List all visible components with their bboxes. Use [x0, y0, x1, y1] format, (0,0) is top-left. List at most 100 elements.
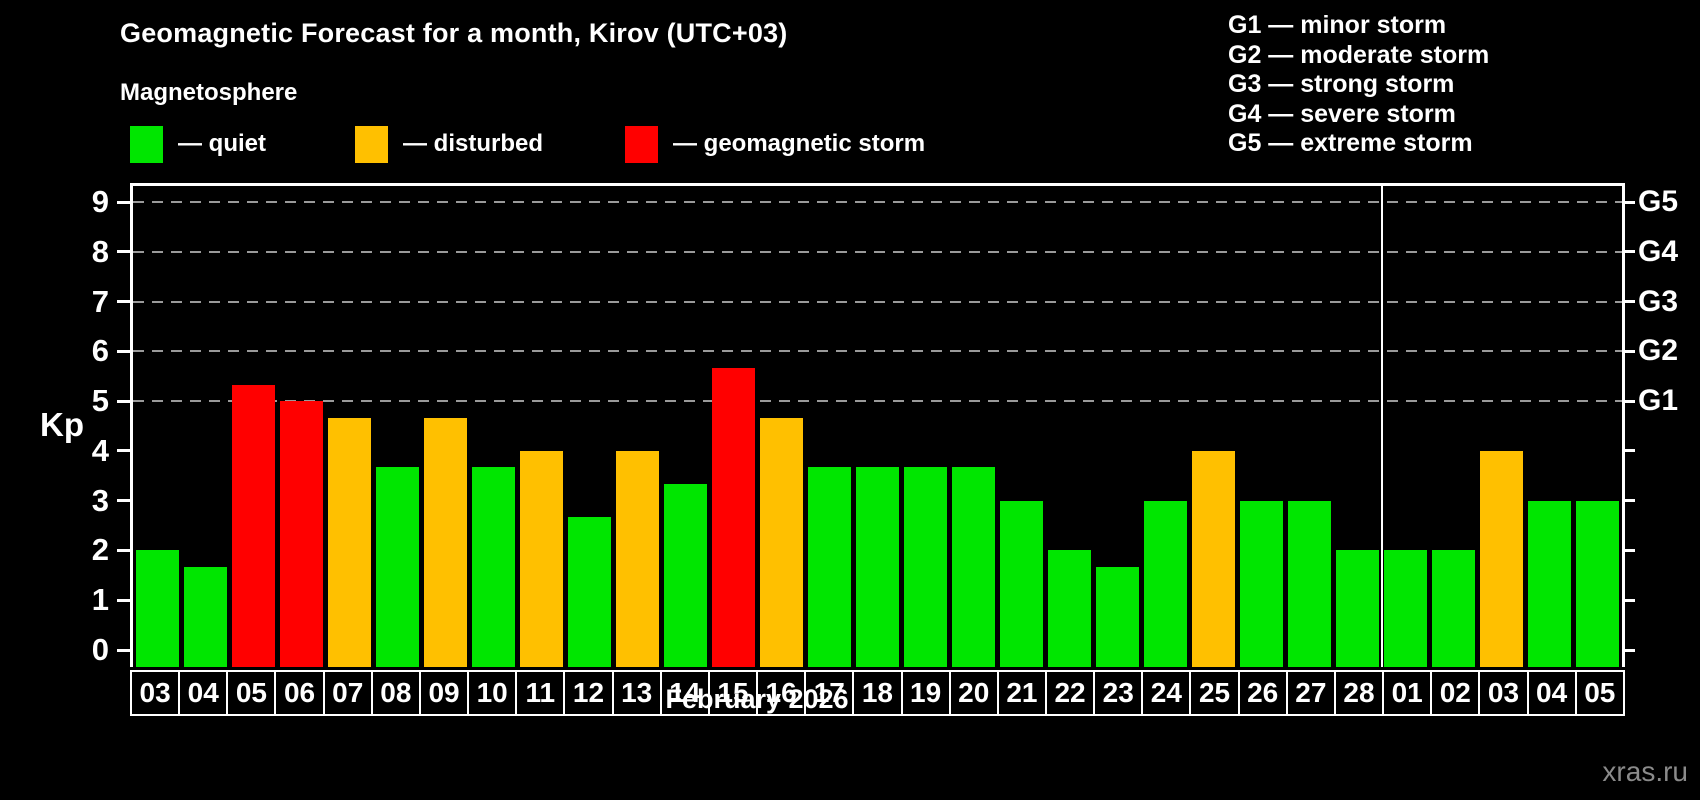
y-tick-label-9: 9 — [91, 184, 109, 219]
kp-bar-mar-05 — [1576, 500, 1620, 667]
y-tick-label-2: 2 — [91, 532, 109, 568]
day-label-feb-09: 09 — [418, 670, 470, 716]
day-label-feb-23: 23 — [1093, 670, 1144, 716]
y-tick-7 — [117, 300, 130, 304]
kp-bar-feb-04 — [183, 566, 227, 667]
day-label-mar-02: 02 — [1430, 670, 1481, 716]
day-label-mar-03: 03 — [1478, 670, 1529, 716]
watermark: xras.ru — [1602, 756, 1688, 787]
day-label-feb-19: 19 — [900, 670, 951, 716]
page-title: Geomagnetic Forecast for a month, Kirov … — [120, 18, 788, 48]
day-label-feb-03: 03 — [130, 670, 181, 716]
kp-bar-feb-10 — [471, 467, 515, 667]
g5-legend-line: G5 — extreme storm — [1228, 129, 1473, 157]
g-scale-label-g3: G3 — [1638, 284, 1679, 318]
kp-bar-feb-22 — [1048, 550, 1092, 667]
day-label-feb-10: 10 — [467, 670, 518, 716]
right-tick-4 — [1622, 449, 1635, 453]
g-scale-label-g2: G2 — [1638, 334, 1679, 368]
g-scale-label-g4: G4 — [1638, 234, 1679, 268]
month-separator — [1380, 186, 1383, 667]
storm-color-swatch — [625, 125, 658, 163]
quiet-color-swatch — [130, 125, 163, 163]
day-label-feb-13: 13 — [611, 670, 662, 716]
y-tick-6 — [117, 349, 130, 353]
right-tick-7 — [1622, 300, 1635, 304]
day-label-feb-25: 25 — [1189, 670, 1240, 716]
right-tick-9 — [1622, 200, 1635, 204]
g3-legend-line: G3 — strong storm — [1228, 70, 1455, 98]
day-label-feb-28: 28 — [1333, 670, 1385, 716]
day-label-feb-24: 24 — [1141, 670, 1192, 716]
y-tick-label-4: 4 — [91, 432, 109, 468]
kp-bar-feb-23 — [1096, 566, 1140, 667]
y-tick-label-7: 7 — [91, 283, 109, 319]
day-label-feb-16: 16 — [756, 670, 807, 716]
kp-bar-feb-18 — [855, 467, 899, 667]
y-tick-label-1: 1 — [91, 582, 109, 618]
kp-bar-feb-07 — [327, 417, 371, 667]
legend-item-quiet: — quiet — [130, 124, 266, 164]
y-tick-9 — [117, 200, 130, 204]
kp-bar-feb-12 — [567, 517, 611, 667]
kp-bar-feb-24 — [1144, 500, 1188, 667]
g-scale-label-g5: G5 — [1638, 185, 1679, 218]
kp-bar-feb-05 — [231, 384, 275, 667]
kp-bar-feb-25 — [1192, 450, 1236, 667]
y-tick-2 — [117, 548, 130, 552]
right-tick-6 — [1622, 349, 1635, 353]
kp-bar-feb-08 — [375, 467, 419, 667]
kp-bar-feb-14 — [663, 484, 707, 667]
y-tick-1 — [117, 598, 130, 602]
kp-bar-feb-16 — [759, 417, 803, 667]
kp-bar-mar-03 — [1480, 450, 1524, 667]
g4-legend-line: G4 — severe storm — [1228, 99, 1456, 128]
y-tick-label-5: 5 — [91, 383, 109, 419]
kp-bar-mar-01 — [1384, 550, 1428, 667]
kp-bar-feb-21 — [1000, 500, 1044, 667]
storm-scale-legend: G1 — minor storm G2 — moderate storm G3 … — [1228, 11, 1489, 159]
day-label-feb-21: 21 — [996, 670, 1047, 716]
y-tick-8 — [117, 250, 130, 254]
legend-label: — quiet — [178, 130, 266, 157]
legend-item-disturbed: — disturbed — [355, 124, 543, 164]
gridline-kp9 — [133, 201, 1622, 203]
kp-bar-feb-03 — [135, 550, 179, 667]
legend-label: — geomagnetic storm — [673, 130, 926, 157]
right-tick-2 — [1622, 548, 1635, 552]
y-tick-label-6: 6 — [91, 333, 109, 369]
day-label-feb-07: 07 — [322, 670, 373, 716]
g2-legend-line: G2 — moderate storm — [1228, 40, 1490, 69]
y-tick-label-0: 0 — [91, 632, 109, 667]
gridline-kp8 — [133, 250, 1622, 253]
right-tick-3 — [1622, 499, 1635, 503]
kp-bar-feb-09 — [423, 417, 467, 667]
gridline-kp7 — [133, 300, 1622, 303]
legend-item-storm: — geomagnetic storm — [625, 124, 925, 164]
kp-bar-mar-04 — [1528, 500, 1572, 667]
day-label-feb-06: 06 — [274, 670, 325, 716]
day-label-feb-04: 04 — [178, 670, 229, 716]
day-label-feb-08: 08 — [370, 670, 421, 716]
right-tick-1 — [1622, 598, 1635, 602]
right-tick-0 — [1622, 648, 1635, 652]
kp-bar-feb-17 — [807, 467, 851, 667]
kp-bar-feb-20 — [952, 467, 996, 667]
day-label-feb-18: 18 — [852, 670, 903, 716]
right-tick-8 — [1622, 250, 1635, 254]
day-label-mar-01: 01 — [1382, 670, 1433, 716]
y-tick-label-8: 8 — [91, 233, 109, 269]
disturbed-color-swatch — [355, 125, 388, 163]
day-label-feb-26: 26 — [1237, 670, 1288, 716]
g1-legend-line: G1 — minor storm — [1228, 11, 1447, 39]
day-label-feb-14: 14 — [659, 670, 710, 716]
day-label-mar-04: 04 — [1526, 670, 1577, 716]
legend-label: — disturbed — [403, 130, 544, 157]
day-label-feb-20: 20 — [948, 670, 999, 716]
y-axis-title: Kp — [40, 406, 84, 443]
kp-bar-feb-27 — [1288, 500, 1332, 667]
kp-bar-feb-19 — [904, 467, 948, 667]
day-label-mar-05: 05 — [1574, 670, 1625, 716]
y-tick-4 — [117, 449, 130, 453]
